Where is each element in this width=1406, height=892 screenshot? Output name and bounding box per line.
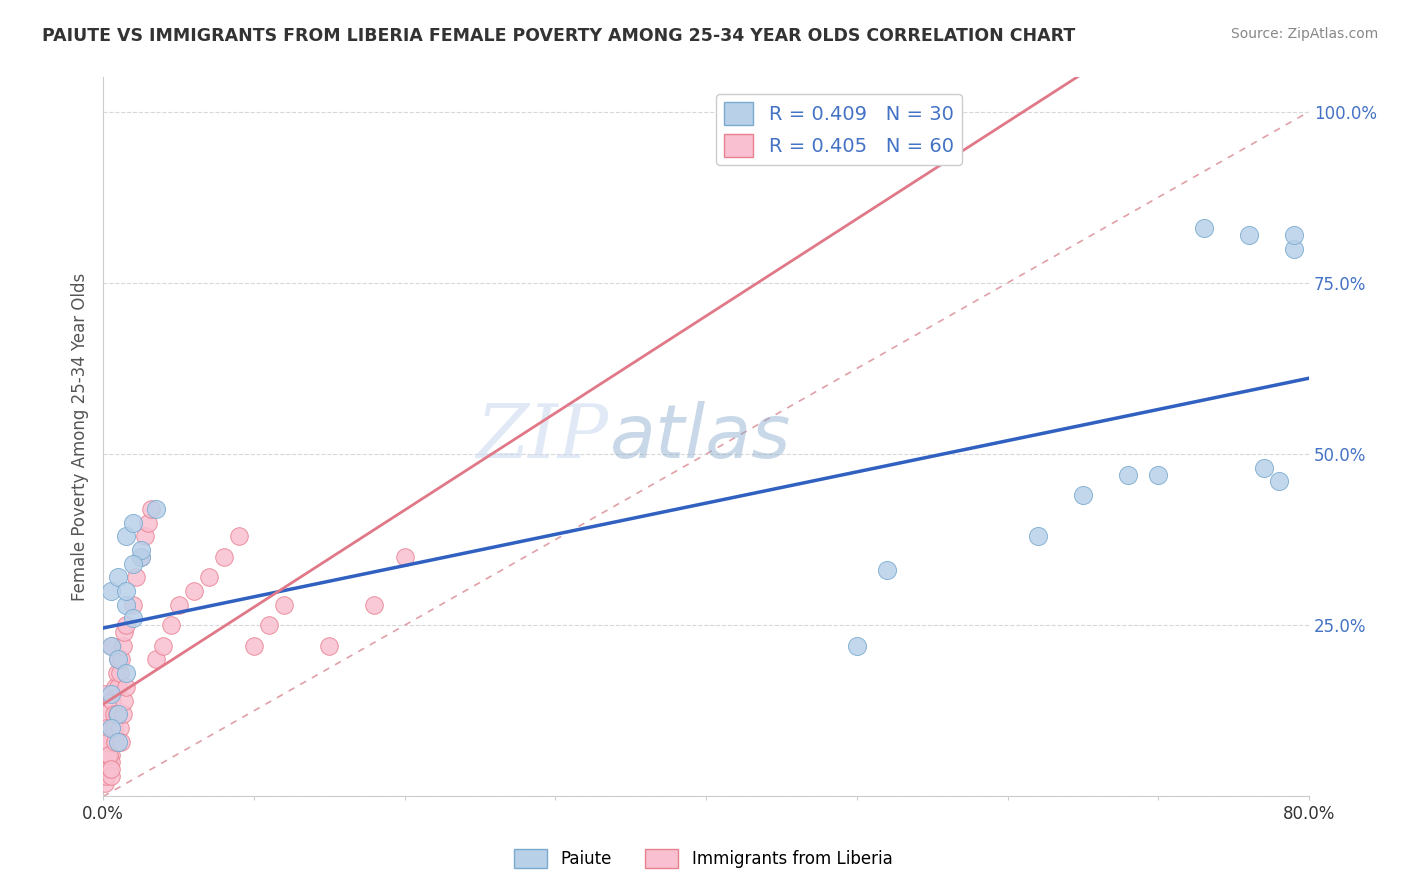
- Point: [97, 748, 120, 763]
- Point: [167, 598, 190, 612]
- Point: [100, 687, 122, 701]
- Point: [318, 639, 340, 653]
- Point: [97, 728, 120, 742]
- Point: [160, 618, 183, 632]
- Point: [1282, 227, 1305, 242]
- Point: [100, 748, 122, 763]
- Point: [876, 564, 898, 578]
- Text: PAIUTE VS IMMIGRANTS FROM LIBERIA FEMALE POVERTY AMONG 25-34 YEAR OLDS CORRELATI: PAIUTE VS IMMIGRANTS FROM LIBERIA FEMALE…: [42, 27, 1076, 45]
- Point: [98, 721, 121, 735]
- Point: [1237, 227, 1260, 242]
- Point: [98, 762, 121, 776]
- Point: [100, 762, 122, 776]
- Point: [107, 570, 129, 584]
- Point: [1282, 242, 1305, 256]
- Point: [104, 734, 127, 748]
- Point: [100, 639, 122, 653]
- Point: [103, 721, 125, 735]
- Text: ZIP: ZIP: [478, 401, 610, 473]
- Point: [114, 529, 136, 543]
- Point: [93, 776, 115, 790]
- Point: [257, 618, 280, 632]
- Point: [111, 707, 134, 722]
- Point: [110, 652, 132, 666]
- Point: [98, 748, 121, 763]
- Point: [1192, 221, 1215, 235]
- Point: [94, 721, 117, 735]
- Point: [1268, 475, 1291, 489]
- Point: [122, 598, 145, 612]
- Point: [100, 584, 122, 599]
- Point: [100, 755, 122, 769]
- Point: [394, 549, 416, 564]
- Point: [94, 734, 117, 748]
- Point: [152, 639, 174, 653]
- Point: [107, 734, 129, 748]
- Text: atlas: atlas: [610, 401, 792, 473]
- Point: [97, 762, 120, 776]
- Point: [107, 680, 129, 694]
- Point: [108, 721, 131, 735]
- Point: [104, 680, 127, 694]
- Point: [105, 707, 128, 722]
- Point: [243, 639, 266, 653]
- Point: [1253, 460, 1275, 475]
- Y-axis label: Female Poverty Among 25-34 Year Olds: Female Poverty Among 25-34 Year Olds: [72, 273, 89, 601]
- Point: [845, 639, 868, 653]
- Legend: R = 0.409   N = 30, R = 0.405   N = 60: R = 0.409 N = 30, R = 0.405 N = 60: [717, 95, 962, 164]
- Point: [101, 639, 124, 653]
- Point: [145, 652, 167, 666]
- Point: [129, 543, 152, 558]
- Point: [114, 598, 136, 612]
- Point: [145, 501, 167, 516]
- Point: [110, 734, 132, 748]
- Point: [363, 598, 385, 612]
- Point: [1147, 467, 1170, 482]
- Point: [122, 516, 145, 530]
- Point: [108, 666, 131, 681]
- Point: [112, 693, 135, 707]
- Point: [111, 639, 134, 653]
- Legend: Paiute, Immigrants from Liberia: Paiute, Immigrants from Liberia: [508, 842, 898, 875]
- Point: [93, 687, 115, 701]
- Point: [114, 680, 136, 694]
- Point: [1116, 467, 1139, 482]
- Point: [273, 598, 295, 612]
- Point: [125, 570, 148, 584]
- Point: [107, 707, 129, 722]
- Point: [103, 707, 125, 722]
- Point: [212, 549, 235, 564]
- Point: [141, 501, 163, 516]
- Point: [122, 611, 145, 625]
- Point: [100, 721, 122, 735]
- Point: [105, 666, 128, 681]
- Point: [114, 618, 136, 632]
- Point: [1071, 488, 1094, 502]
- Point: [107, 652, 129, 666]
- Point: [197, 570, 219, 584]
- Point: [100, 769, 122, 783]
- Point: [98, 755, 121, 769]
- Point: [112, 625, 135, 640]
- Text: Source: ZipAtlas.com: Source: ZipAtlas.com: [1230, 27, 1378, 41]
- Point: [97, 734, 120, 748]
- Point: [122, 557, 145, 571]
- Point: [138, 516, 160, 530]
- Point: [129, 549, 152, 564]
- Point: [183, 584, 205, 599]
- Point: [1026, 529, 1049, 543]
- Point: [114, 666, 136, 681]
- Point: [129, 549, 152, 564]
- Point: [228, 529, 250, 543]
- Point: [114, 584, 136, 599]
- Point: [101, 693, 124, 707]
- Point: [94, 734, 117, 748]
- Point: [134, 529, 156, 543]
- Point: [94, 769, 117, 783]
- Point: [107, 652, 129, 666]
- Point: [93, 741, 115, 756]
- Point: [93, 707, 115, 722]
